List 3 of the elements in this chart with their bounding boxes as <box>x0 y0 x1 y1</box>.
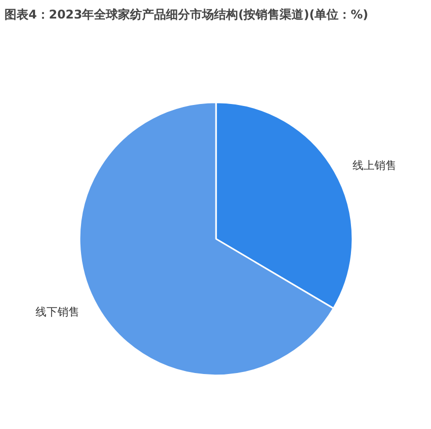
slice-label: 线下销售 <box>36 306 80 319</box>
slice-label: 线上销售 <box>352 159 396 172</box>
chart-title: 图表4：2023年全球家纺产品细分市场结构(按销售渠道)(单位：%) <box>4 8 368 22</box>
